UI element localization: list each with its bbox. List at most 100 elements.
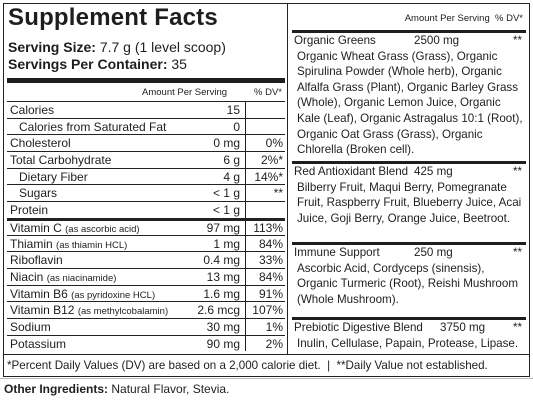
blend-name: Red Antioxidant Blend [294,165,409,178]
nutrient-dv: ** [273,186,283,201]
nutrient-row: Sugars < 1 g ** [7,184,285,202]
nutrient-dv: 33% [258,253,283,268]
nutrient-name: Thiamin [10,236,53,251]
nutrient-name: Protein [10,203,49,218]
serving-size: Serving Size: 7.7 g (1 level scoop) [8,39,226,55]
nutrient-name: Sugars [19,186,58,201]
nutrient-dv: 84% [258,269,283,284]
nutrient-dv: 107% [252,303,283,318]
nutrient-dv: 2% [265,336,283,351]
nutrient-dv: 0% [265,136,283,151]
divider [292,317,526,320]
serving-size-label: Serving Size: [8,39,96,55]
column-rule [245,152,246,168]
nutrient-name-cell: Sugars [19,185,57,201]
serving-size-value: 7.7 g (1 level scoop) [99,39,226,55]
nutrient-name-cell: Dietary Fiber [19,169,88,185]
nutrient-name: Calories [10,103,55,117]
divider [7,78,285,83]
column-rule [245,220,246,235]
nutrient-dv: 14%* [254,169,283,184]
blend-amount: 3750 mg [440,321,486,334]
column-rule [245,168,246,185]
blend-dv: ** [512,246,522,259]
nutrient-name-cell: Cholesterol [10,135,71,151]
nutrient-name-cell: Potassium [10,336,66,352]
blend-name: Immune Support [294,246,380,259]
nutrient-dv: 1% [265,319,283,334]
blend: Red Antioxidant Blend 425 mg ** Bilberry Fr… [292,164,526,242]
nutrient-amount: 0 [233,119,240,134]
nutrient-note: (as ascorbic acid) [65,223,140,235]
nutrient-name: Vitamin B6 [10,286,68,301]
nutrient-note: (as methylcobalamin) [77,306,169,318]
column-rule [245,118,246,135]
blend-amount: 425 mg [414,165,453,178]
nutrient-name-cell: Calories from Saturated Fat [19,119,166,135]
column-rule [245,335,246,352]
divider [292,242,526,245]
blend-ingredients: Inulin, Cellulase, Papain, Protease, Lip… [297,336,519,350]
blend-name: Prebiotic Digestive Blend [294,321,423,334]
nutrient-name-cell: Protein [10,202,48,218]
nutrient-amount: 6 g [223,153,240,168]
nutrient-amount: 1.6 mg [203,286,240,301]
column-rule [245,285,246,302]
blend-amount: 250 mg [414,246,453,259]
nutrient-name: Vitamin C [10,220,62,235]
nutrient-amount: 2.6 mcg [197,303,240,318]
nutrient-name: Niacin [10,269,44,284]
column-rule [245,185,246,202]
nutrient-name: Potassium [10,336,67,351]
label-box: Supplement Facts Serving Size: 7.7 g (1 … [3,3,530,377]
facts-column: Supplement Facts Serving Size: 7.7 g (1 … [4,4,288,354]
nutrient-dv: 2%* [260,153,283,168]
nutrient-amount: 0.4 mg [203,253,240,268]
nutrient-row: Riboflavin 0.4 mg 33% [7,251,285,268]
nutrient-name-cell: Vitamin C (as ascorbic acid) [10,221,140,237]
header-amount: Amount Per Serving [142,87,228,98]
blend-amount: 2500 mg [414,34,460,47]
nutrient-amount: 15 [226,103,240,117]
column-rule [245,268,246,285]
nutrient-amount: 1 mg [213,236,240,251]
footnote: *Percent Daily Values (DV) are based on … [4,354,529,376]
nutrient-name-cell: Sodium [10,319,51,335]
nutrient-name-cell: Thiamin (as thiamin HCL) [10,236,127,254]
blend-column: Amount Per Serving % DV* Organic Greens 2… [289,4,529,354]
servings-value: 35 [171,56,187,72]
title: Supplement Facts [8,4,218,31]
other-label: Other Ingredients: [4,382,109,396]
blend-ingredients: Bilberry Fruit, Maqui Berry, Pomegranate… [297,180,522,225]
nutrient-name: Vitamin B12 [10,303,75,318]
nutrient-row: Thiamin (as thiamin HCL) 1 mg 84% [7,234,285,254]
servings: Servings Per Container: 35 [8,56,187,72]
blend: Organic Greens 2500 mg ** Organic Wheat Gra… [292,33,526,161]
nutrient-row: Vitamin B12 (as methylcobalamin) 2.6 mcg 1… [7,301,285,318]
nutrient-name-cell: Total Carbohydrate [10,152,111,168]
column-rule [245,318,246,335]
blend: Immune Support 250 mg ** Ascorbic Acid, Cor… [292,245,526,317]
nutrient-name: Dietary Fiber [19,169,88,184]
blend-dv: ** [512,34,522,47]
blend: Prebiotic Digestive Blend 3750 mg ** Inulin… [292,320,526,354]
right-header: Amount Per Serving % DV* [404,13,523,24]
servings-label: Servings Per Container: [8,56,168,72]
nutrient-name-cell: Niacin (as niacinamide) [10,269,116,287]
nutrient-note: (as thiamin HCL) [56,239,128,251]
blend-dv: ** [512,165,522,178]
nutrient-row: Sodium 30 mg 1% [7,317,285,335]
nutrient-amount: 97 mg [206,220,240,235]
nutrient-amount: 13 mg [206,269,240,284]
nutrient-name: Cholesterol [10,136,71,151]
nutrient-note: (as pyridoxine HCL) [71,289,156,301]
column-rule [245,202,246,218]
header-dv: % DV* [254,87,282,98]
blend-name: Organic Greens [294,34,376,47]
nutrient-name: Sodium [10,319,51,334]
nutrient-note: (as niacinamide) [46,272,117,284]
column-rule [245,302,246,318]
nutrient-row: Calories from Saturated Fat 0 [7,117,285,135]
nutrient-row: Protein < 1 g [7,201,285,218]
